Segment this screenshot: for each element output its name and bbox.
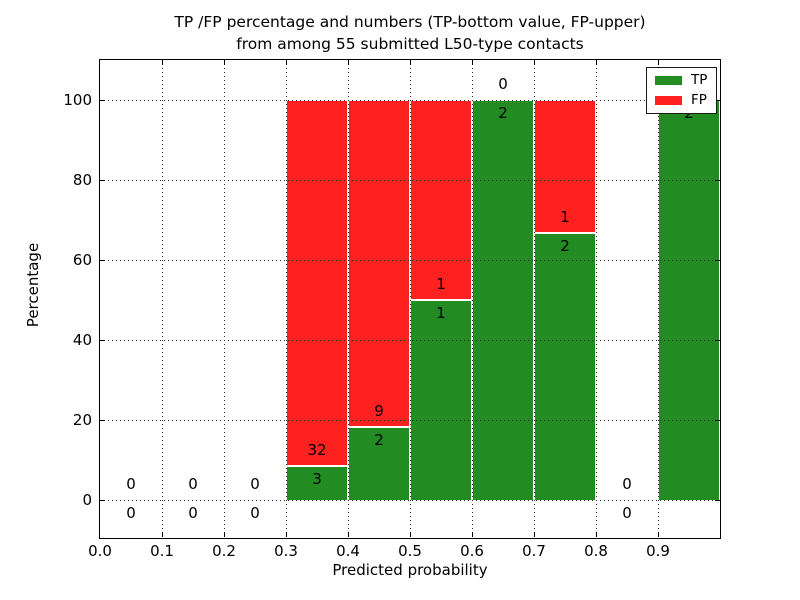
gridline-v-0.1 [162, 60, 163, 538]
x-tick-label-0.0: 0.0 [88, 542, 112, 560]
x-tick-top-0.4 [347, 60, 349, 65]
x-tick-bottom-0.7 [533, 532, 535, 537]
x-tick-top-0.5 [409, 60, 411, 65]
legend-swatch-tp-icon [655, 75, 682, 85]
x-tick-top-0.2 [223, 60, 225, 65]
x-tick-label-0.9: 0.9 [646, 542, 670, 560]
legend-label-tp: TP [691, 72, 708, 88]
y-tick-left-40 [100, 339, 105, 341]
chart-title: TP /FP percentage and numbers (TP-bottom… [174, 11, 645, 55]
bar-tp-bin6 [472, 100, 534, 500]
plot-inner: 000000323921102120002 [100, 60, 720, 538]
y-tick-label-40: 40 [72, 331, 92, 349]
gridline-v-0.3 [286, 60, 287, 538]
label-fp-count-bin3: 32 [307, 440, 327, 459]
label-fp-count-bin1: 0 [188, 475, 198, 493]
label-tp-count-bin8: 0 [622, 504, 632, 522]
bar-tp-bin7 [534, 233, 596, 500]
x-tick-bottom-0.9 [657, 532, 659, 537]
label-fp-count-bin6: 0 [498, 75, 508, 93]
x-tick-bottom-0.5 [409, 532, 411, 537]
chart-title-line1: TP /FP percentage and numbers (TP-bottom… [174, 13, 646, 31]
x-tick-label-0.2: 0.2 [212, 542, 236, 560]
x-tick-bottom-0.3 [285, 532, 287, 537]
chart-title-line2: from among 55 submitted L50-type contact… [236, 35, 584, 53]
legend: TP FP [646, 67, 718, 114]
y-tick-left-0 [100, 499, 105, 501]
y-tick-right-20 [715, 419, 720, 421]
y-tick-left-60 [100, 259, 105, 261]
y-tick-label-80: 80 [72, 171, 92, 189]
x-tick-bottom-0.4 [347, 532, 349, 537]
label-fp-count-bin2: 0 [250, 475, 260, 493]
gridline-v-0.8 [596, 60, 597, 538]
bar-fp-bin3 [286, 100, 348, 466]
label-tp-count-bin6: 2 [498, 104, 508, 122]
x-tick-bottom-0.2 [223, 532, 225, 537]
legend-entry-tp: TP [655, 73, 707, 87]
label-fp-count-bin0: 0 [126, 475, 136, 493]
label-tp-count-bin5: 1 [436, 304, 446, 322]
x-tick-label-0.7: 0.7 [522, 542, 546, 560]
label-tp-count-bin3: 3 [312, 469, 322, 488]
y-tick-right-40 [715, 339, 720, 341]
y-tick-left-100 [100, 99, 105, 101]
x-tick-label-0.5: 0.5 [398, 542, 422, 560]
label-fp-count-bin7: 1 [560, 208, 570, 227]
y-tick-right-0 [715, 499, 720, 501]
y-tick-right-100 [715, 99, 720, 101]
gridline-v-0.2 [224, 60, 225, 538]
label-tp-count-bin0: 0 [126, 504, 136, 522]
x-tick-top-0.1 [161, 60, 163, 65]
label-tp-count-bin7: 2 [560, 237, 570, 256]
y-tick-label-100: 100 [63, 91, 92, 109]
legend-entry-fp: FP [655, 93, 707, 107]
x-axis-title: Predicted probability [332, 561, 488, 579]
x-tick-top-0.7 [533, 60, 535, 65]
y-tick-left-80 [100, 179, 105, 181]
gridline-v-0.7 [534, 60, 535, 538]
plot-area: 000000323921102120002 TP FP [99, 59, 721, 539]
x-tick-top-0.8 [595, 60, 597, 65]
y-tick-label-60: 60 [72, 251, 92, 269]
label-fp-count-bin4: 9 [374, 402, 384, 421]
x-tick-label-0.6: 0.6 [460, 542, 484, 560]
label-tp-count-bin2: 0 [250, 504, 260, 522]
legend-swatch-fp-icon [655, 95, 682, 105]
label-fp-count-bin8: 0 [622, 475, 632, 493]
y-tick-label-0: 0 [82, 491, 92, 509]
y-tick-label-20: 20 [72, 411, 92, 429]
x-tick-top-0.3 [285, 60, 287, 65]
bar-fp-bin5 [410, 100, 472, 300]
gridline-v-0.5 [410, 60, 411, 538]
gridline-v-0.6 [472, 60, 473, 538]
label-tp-count-bin4: 2 [374, 431, 384, 450]
x-tick-label-0.3: 0.3 [274, 542, 298, 560]
gridline-v-0.9 [658, 60, 659, 538]
x-tick-label-0.8: 0.8 [584, 542, 608, 560]
legend-label-fp: FP [691, 92, 707, 108]
y-tick-right-80 [715, 179, 720, 181]
x-tick-label-0.4: 0.4 [336, 542, 360, 560]
x-tick-bottom-0.6 [471, 532, 473, 537]
y-tick-right-60 [715, 259, 720, 261]
gridline-v-0.4 [348, 60, 349, 538]
x-tick-bottom-0.8 [595, 532, 597, 537]
label-tp-count-bin1: 0 [188, 504, 198, 522]
x-tick-top-0.6 [471, 60, 473, 65]
y-tick-left-20 [100, 419, 105, 421]
x-tick-label-0.1: 0.1 [150, 542, 174, 560]
x-tick-bottom-0.1 [161, 532, 163, 537]
x-tick-top-0.9 [657, 60, 659, 65]
bar-fp-bin4 [348, 100, 410, 428]
bar-tp-bin5 [410, 300, 472, 500]
label-fp-count-bin5: 1 [436, 275, 446, 293]
bar-tp-bin3 [286, 465, 348, 500]
bar-tp-bin9 [658, 100, 720, 500]
